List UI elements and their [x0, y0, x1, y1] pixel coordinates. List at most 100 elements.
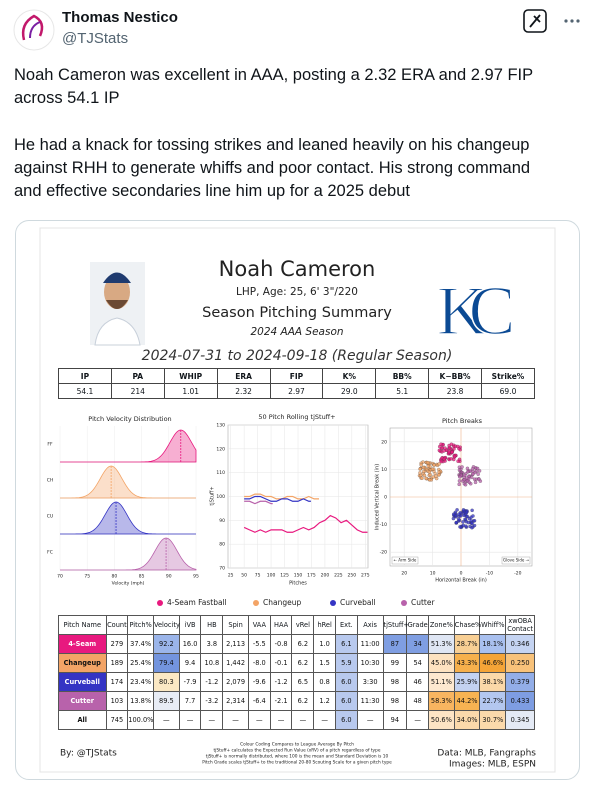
pitch-table-cell: -1.2 — [269, 672, 293, 692]
pitch-table-header-cell: Grade — [406, 615, 430, 635]
pitch-table-cell: 11:00 — [356, 634, 384, 654]
pitch-table-cell: -0.1 — [269, 653, 293, 673]
pitch-table-cell: 0.346 — [505, 634, 535, 654]
pitch-table-cell: — — [313, 710, 337, 730]
pitch-dot — [465, 466, 470, 471]
media-card[interactable] — [15, 220, 580, 780]
y-tick-label: 100 — [216, 494, 225, 500]
pitch-table-cell: 0.345 — [505, 710, 535, 730]
pitch-dot — [475, 466, 480, 471]
pitch-table-cell: — — [291, 710, 315, 730]
tweet-line: Noah Cameron was excellent in AAA, posti… — [14, 66, 534, 84]
pitch-dot — [458, 525, 462, 529]
pitch-table-row: Curveball 174 23.4% 80.3 -7.9 -1.2 2,079 -9.6 -1… — [58, 672, 535, 692]
pitch-dot — [432, 463, 436, 467]
x-tick-label: 20 — [401, 571, 407, 577]
legend-label: Cutter — [411, 598, 435, 607]
pitch-table-header-cell: hRel — [313, 615, 337, 635]
x-tick-label: 70 — [57, 574, 63, 580]
pitch-break-cluster — [437, 442, 462, 464]
stats-header: Strike% — [481, 368, 535, 384]
pitch-dot — [453, 454, 457, 459]
pitch-table-cell: 34 — [406, 634, 430, 654]
rolling-line — [244, 495, 311, 502]
avatar-logo — [21, 14, 44, 41]
grok-icon — [529, 14, 541, 28]
pitch-dot — [456, 444, 460, 449]
pitch-table-cell: 3.8 — [200, 634, 224, 654]
x-tick-label: 200 — [321, 573, 330, 579]
stats-value: 54.1 — [58, 383, 112, 399]
tweet-line: across 54.1 IP — [14, 89, 120, 107]
pitch-table-row: Changeup 189 25.4% 79.4 9.4 10.8 1,442 -8.0 -0.1… — [58, 653, 535, 673]
axis-label: tjStuff+ — [210, 486, 216, 505]
pitch-dot — [471, 514, 475, 518]
pitch-table-cell: 25.4% — [127, 653, 154, 673]
pitch-dot — [418, 473, 423, 478]
velocity-density — [60, 537, 197, 571]
author-handle[interactable]: @TJStats — [62, 30, 129, 47]
stats-header: K−BB% — [428, 368, 482, 384]
x-tick-label: 80 — [112, 574, 118, 580]
pitch-table-cell: -2.1 — [269, 691, 293, 711]
pitch-table-header-cell: vRel — [291, 615, 315, 635]
pitch-dot — [463, 483, 468, 487]
pitch-dot — [430, 467, 435, 471]
pitch-table-cell: 1,442 — [222, 653, 249, 673]
pitch-table-cell: 6.0 — [335, 710, 358, 730]
stats-table: IP PA WHIP ERA FIP K% BB% K−BB% Strike% 54.1 214 1.… — [58, 368, 535, 399]
stats-value: 29.0 — [322, 383, 377, 399]
legend-label: Curveball — [340, 598, 376, 607]
pitch-table-cell: 50.6% — [428, 710, 455, 730]
author-name[interactable]: Thomas Nestico — [62, 9, 178, 26]
pitch-table-cell: -6.4 — [247, 691, 271, 711]
more-button[interactable] — [564, 19, 580, 23]
pitch-dot — [439, 459, 443, 464]
pitch-table-cell: 0.250 — [505, 653, 535, 673]
stats-value: 23.8 — [428, 383, 482, 399]
axis-label: Horizontal Break (in) — [435, 578, 487, 584]
chart-title: 50 Pitch Rolling tjStuff+ — [258, 413, 335, 421]
stats-header: PA — [110, 368, 165, 384]
grok-button[interactable] — [523, 9, 547, 33]
legend-label: 4-Seam Fastball — [167, 598, 227, 607]
pitch-dot — [455, 508, 459, 512]
stats-value: 214 — [110, 383, 165, 399]
y-tick-label: 70 — [219, 566, 225, 572]
pitch-dot — [449, 442, 454, 446]
player-photo-beard — [106, 300, 128, 309]
pitch-dot — [470, 521, 474, 526]
pitch-table-cell: — — [269, 710, 293, 730]
pitch-table-cell: -1.2 — [200, 672, 224, 692]
pitch-label: CH — [47, 478, 54, 484]
axis-label: Induced Vertical Break (in) — [375, 464, 381, 530]
pitch-table-header-cell: Count — [105, 615, 129, 635]
pitch-dot — [454, 520, 459, 525]
pitch-table-header-cell: iVB — [178, 615, 202, 635]
axis-label: Velocity (mph) — [112, 581, 145, 587]
stats-value: 1.01 — [163, 383, 218, 399]
pitch-table-cell: — — [406, 710, 430, 730]
pitch-table-cell: 174 — [105, 672, 129, 692]
pitch-table-cell: — — [356, 710, 384, 730]
pitch-dot — [454, 513, 458, 518]
x-tick-label: 225 — [334, 573, 343, 579]
pitch-table-cell: 38.1% — [479, 672, 507, 692]
pitch-table-header-cell: Whiff% — [479, 615, 507, 635]
pitch-table-cell: — — [178, 710, 202, 730]
x-tick-label: 25 — [228, 573, 234, 579]
team-logo: C — [469, 273, 516, 350]
tweet-paragraph: Noah Cameron was excellent in AAA, posti… — [14, 64, 533, 110]
pitch-table-cell: 6.5 — [291, 672, 315, 692]
chart-title: Pitch Velocity Distribution — [88, 415, 171, 423]
rolling-line — [243, 514, 368, 533]
pitch-dot — [457, 457, 462, 462]
pitch-table-cell: 189 — [105, 653, 129, 673]
pitch-dot — [464, 510, 469, 515]
pitch-table-cell: 10:30 — [356, 653, 384, 673]
footnote: Colour Coding Compares to League Average… — [240, 742, 354, 748]
pitch-dot — [470, 508, 474, 513]
x-tick-label: 85 — [139, 574, 145, 580]
pitch-table-header-cell: Spin — [222, 615, 249, 635]
pitch-table-cell: 94 — [382, 710, 408, 730]
